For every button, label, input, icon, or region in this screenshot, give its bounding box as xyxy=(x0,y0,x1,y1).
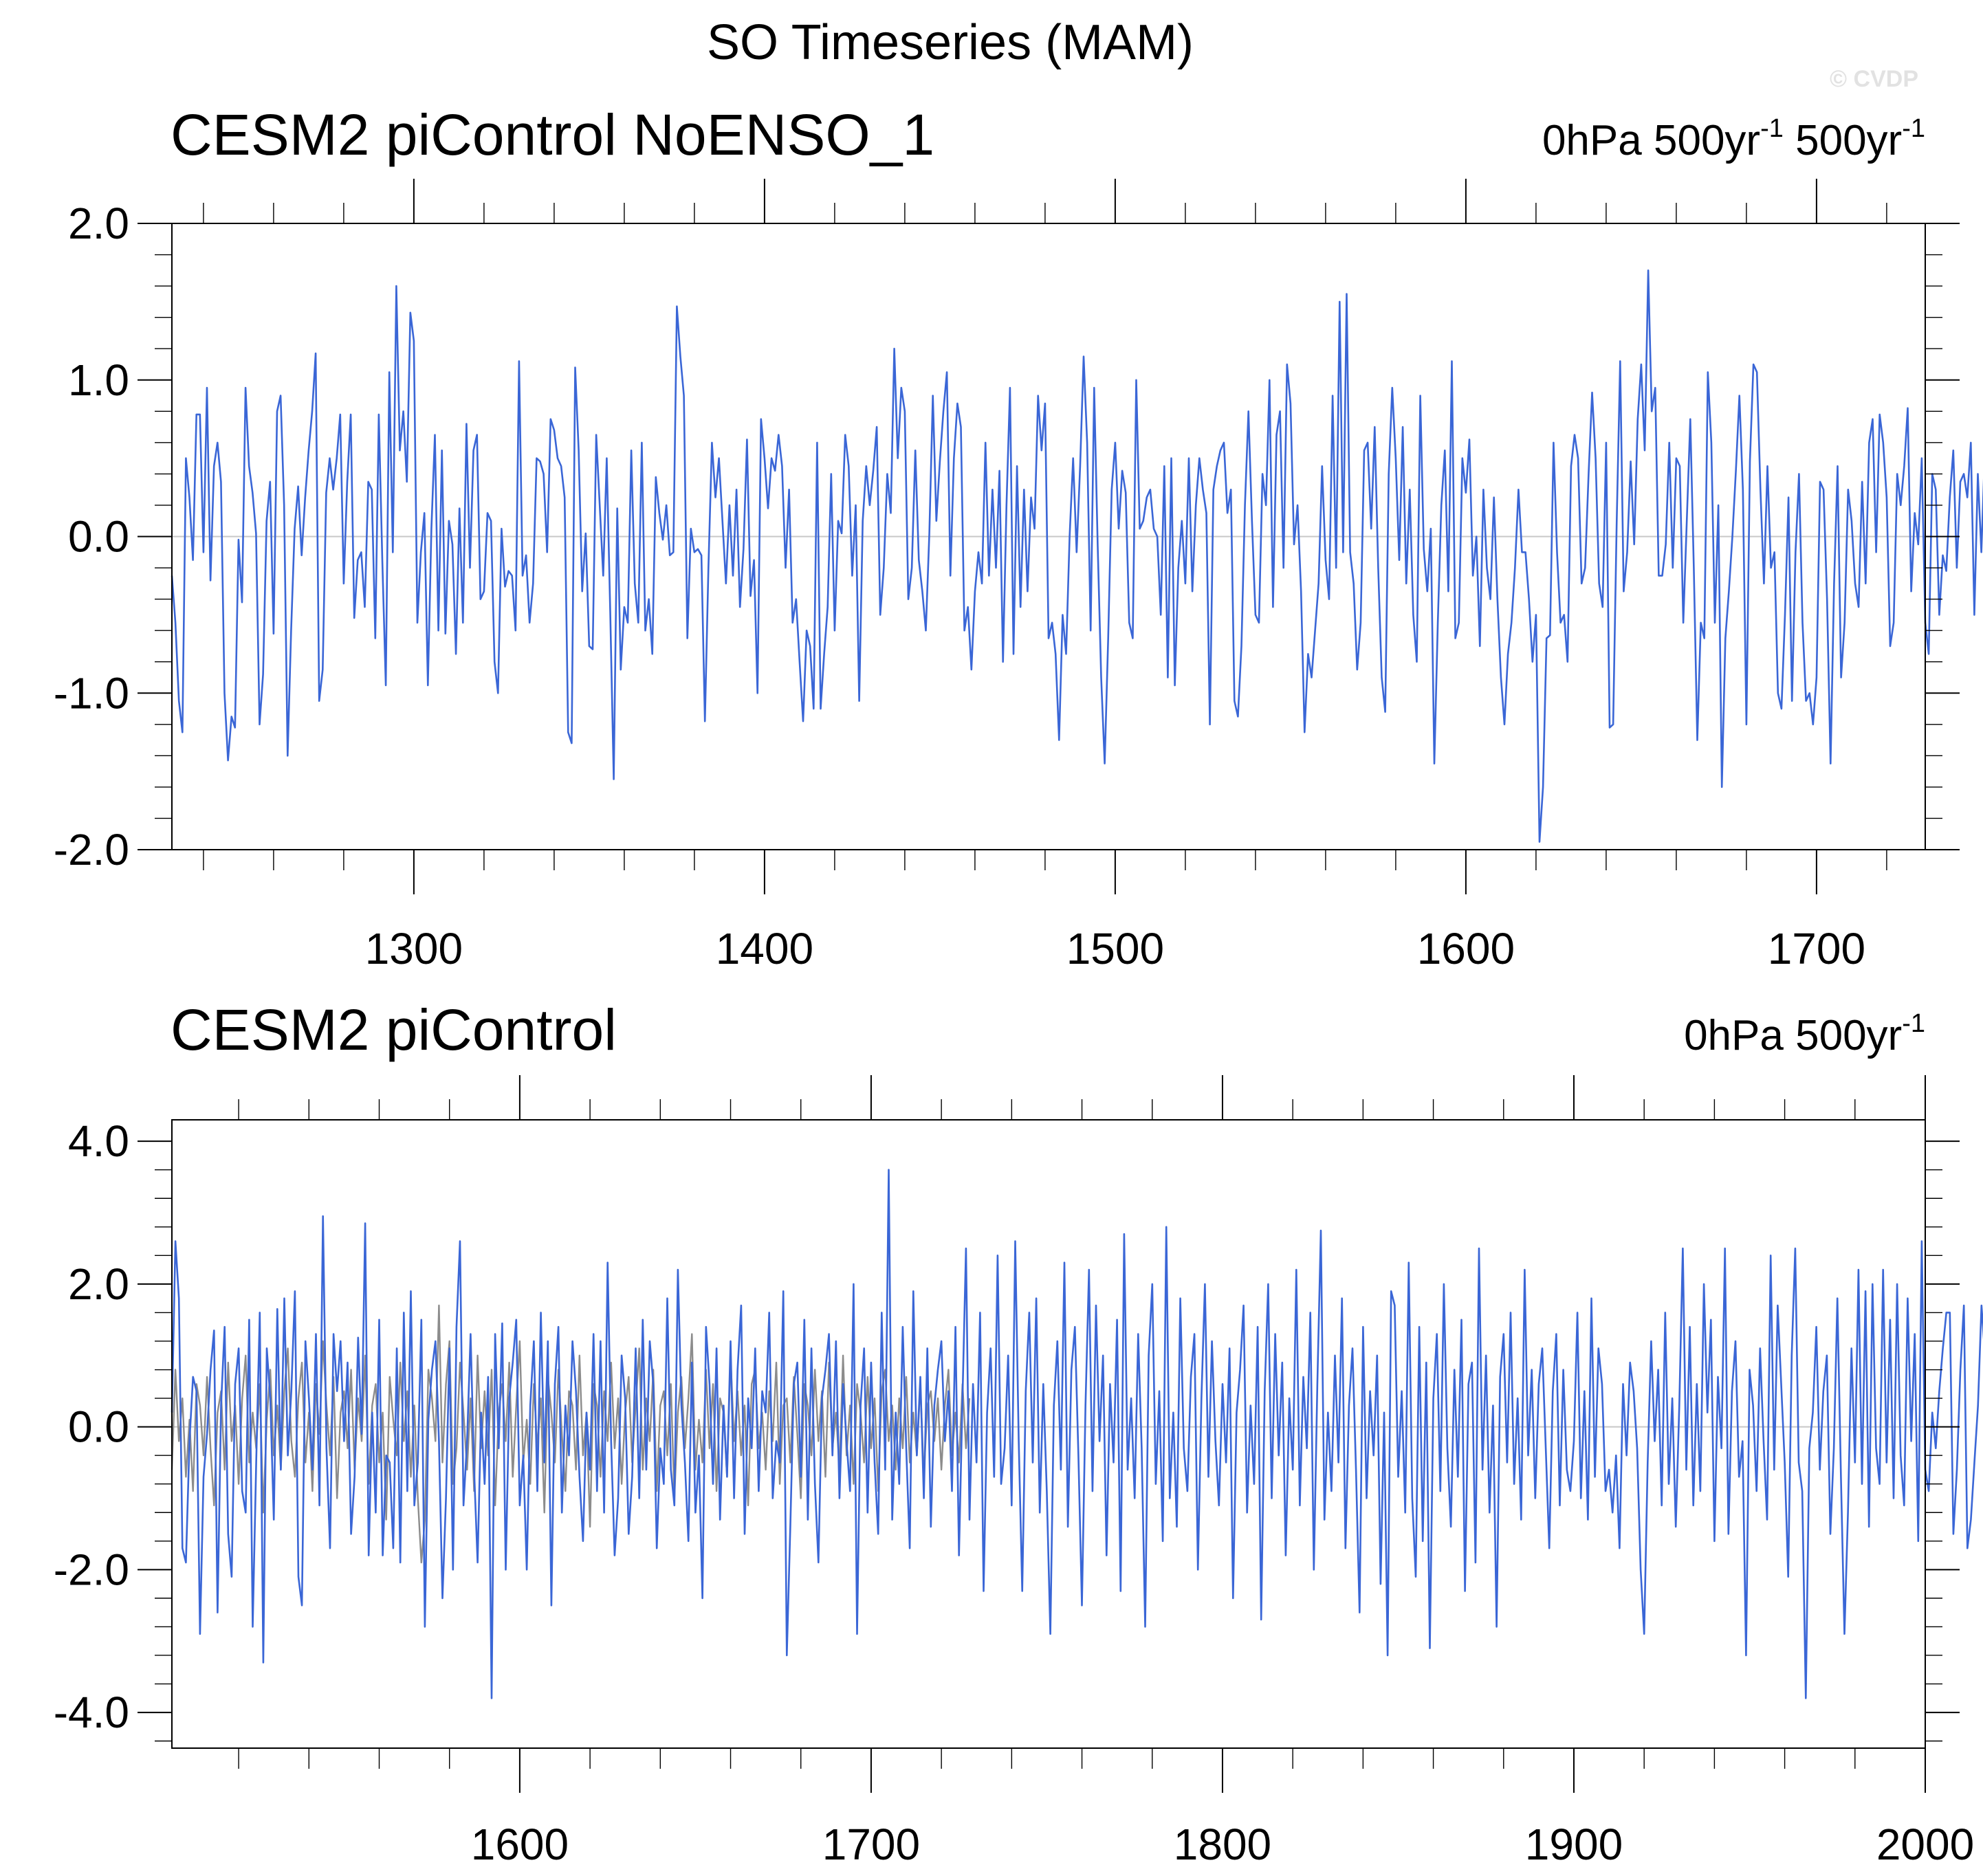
y-tick-label: 2.0 xyxy=(68,1259,129,1309)
x-tick-label: 1500 xyxy=(1066,924,1164,973)
y-tick-label: -1.0 xyxy=(54,668,129,718)
x-tick-label: 1800 xyxy=(1174,1820,1271,1869)
y-tick-label: -2.0 xyxy=(54,825,129,874)
series-line xyxy=(171,1169,1983,1699)
y-tick-label: -4.0 xyxy=(54,1688,129,1737)
watermark-label: © CVDP xyxy=(1830,66,1918,92)
x-tick-label: 1600 xyxy=(1417,924,1515,973)
x-tick-label: 1600 xyxy=(471,1820,569,1869)
x-tick-label: 1700 xyxy=(1768,924,1865,973)
figure-title: SO Timeseries (MAM) xyxy=(707,15,1194,70)
overlay-series-line xyxy=(171,1304,971,1564)
panel-noenso: CESM2 piControl NoENSO_1 0hPa 500yr-1 500… xyxy=(54,102,1983,973)
x-tick-label: 2000 xyxy=(1876,1820,1974,1869)
panel-title: CESM2 piControl NoENSO_1 xyxy=(171,102,934,167)
y-tick-label: 1.0 xyxy=(68,355,129,405)
x-tick-label: 1900 xyxy=(1525,1820,1623,1869)
panel-picontrol: CESM2 piControl 0hPa 500yr-1 4.0 2.0 0.0 -2.0… xyxy=(54,997,1983,1869)
y-tick-label: -2.0 xyxy=(54,1545,129,1594)
x-tick-label: 1300 xyxy=(365,924,463,973)
y-tick-label: 4.0 xyxy=(68,1116,129,1166)
panel-title: CESM2 piControl xyxy=(171,997,617,1062)
x-tick-label: 1700 xyxy=(822,1820,920,1869)
series-line xyxy=(171,269,1983,843)
panel-subtitle: 0hPa 500yr-1 xyxy=(1684,1009,1925,1059)
x-tick-label: 1400 xyxy=(716,924,813,973)
plot-frame xyxy=(171,1119,1926,1749)
y-tick-label: 0.0 xyxy=(68,1402,129,1452)
panel-subtitle: 0hPa 500yr-1 500yr-1 xyxy=(1542,114,1925,164)
y-tick-label: 0.0 xyxy=(68,512,129,562)
y-tick-label: 2.0 xyxy=(68,199,129,248)
